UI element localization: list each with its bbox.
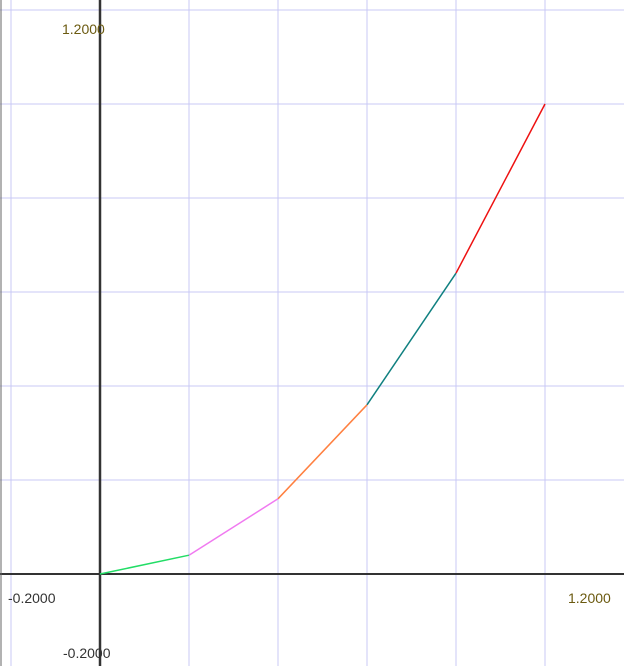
curve-segments: [99, 103, 546, 575]
curve-segment-2: [188, 498, 279, 556]
y-min-tick-label: -0.2000: [63, 645, 111, 661]
curve-segment-5: [455, 103, 546, 274]
tick-labels: 1.2000 -0.2000 1.2000 -0.2000: [8, 21, 611, 661]
x-min-tick-label: -0.2000: [8, 590, 56, 606]
x-max-tick-label: 1.2000: [568, 590, 611, 606]
curve-segment-4: [366, 272, 457, 406]
y-max-tick-label: 1.2000: [62, 21, 105, 37]
curve-segment-1: [99, 554, 190, 575]
curve-segment-3: [277, 404, 368, 500]
